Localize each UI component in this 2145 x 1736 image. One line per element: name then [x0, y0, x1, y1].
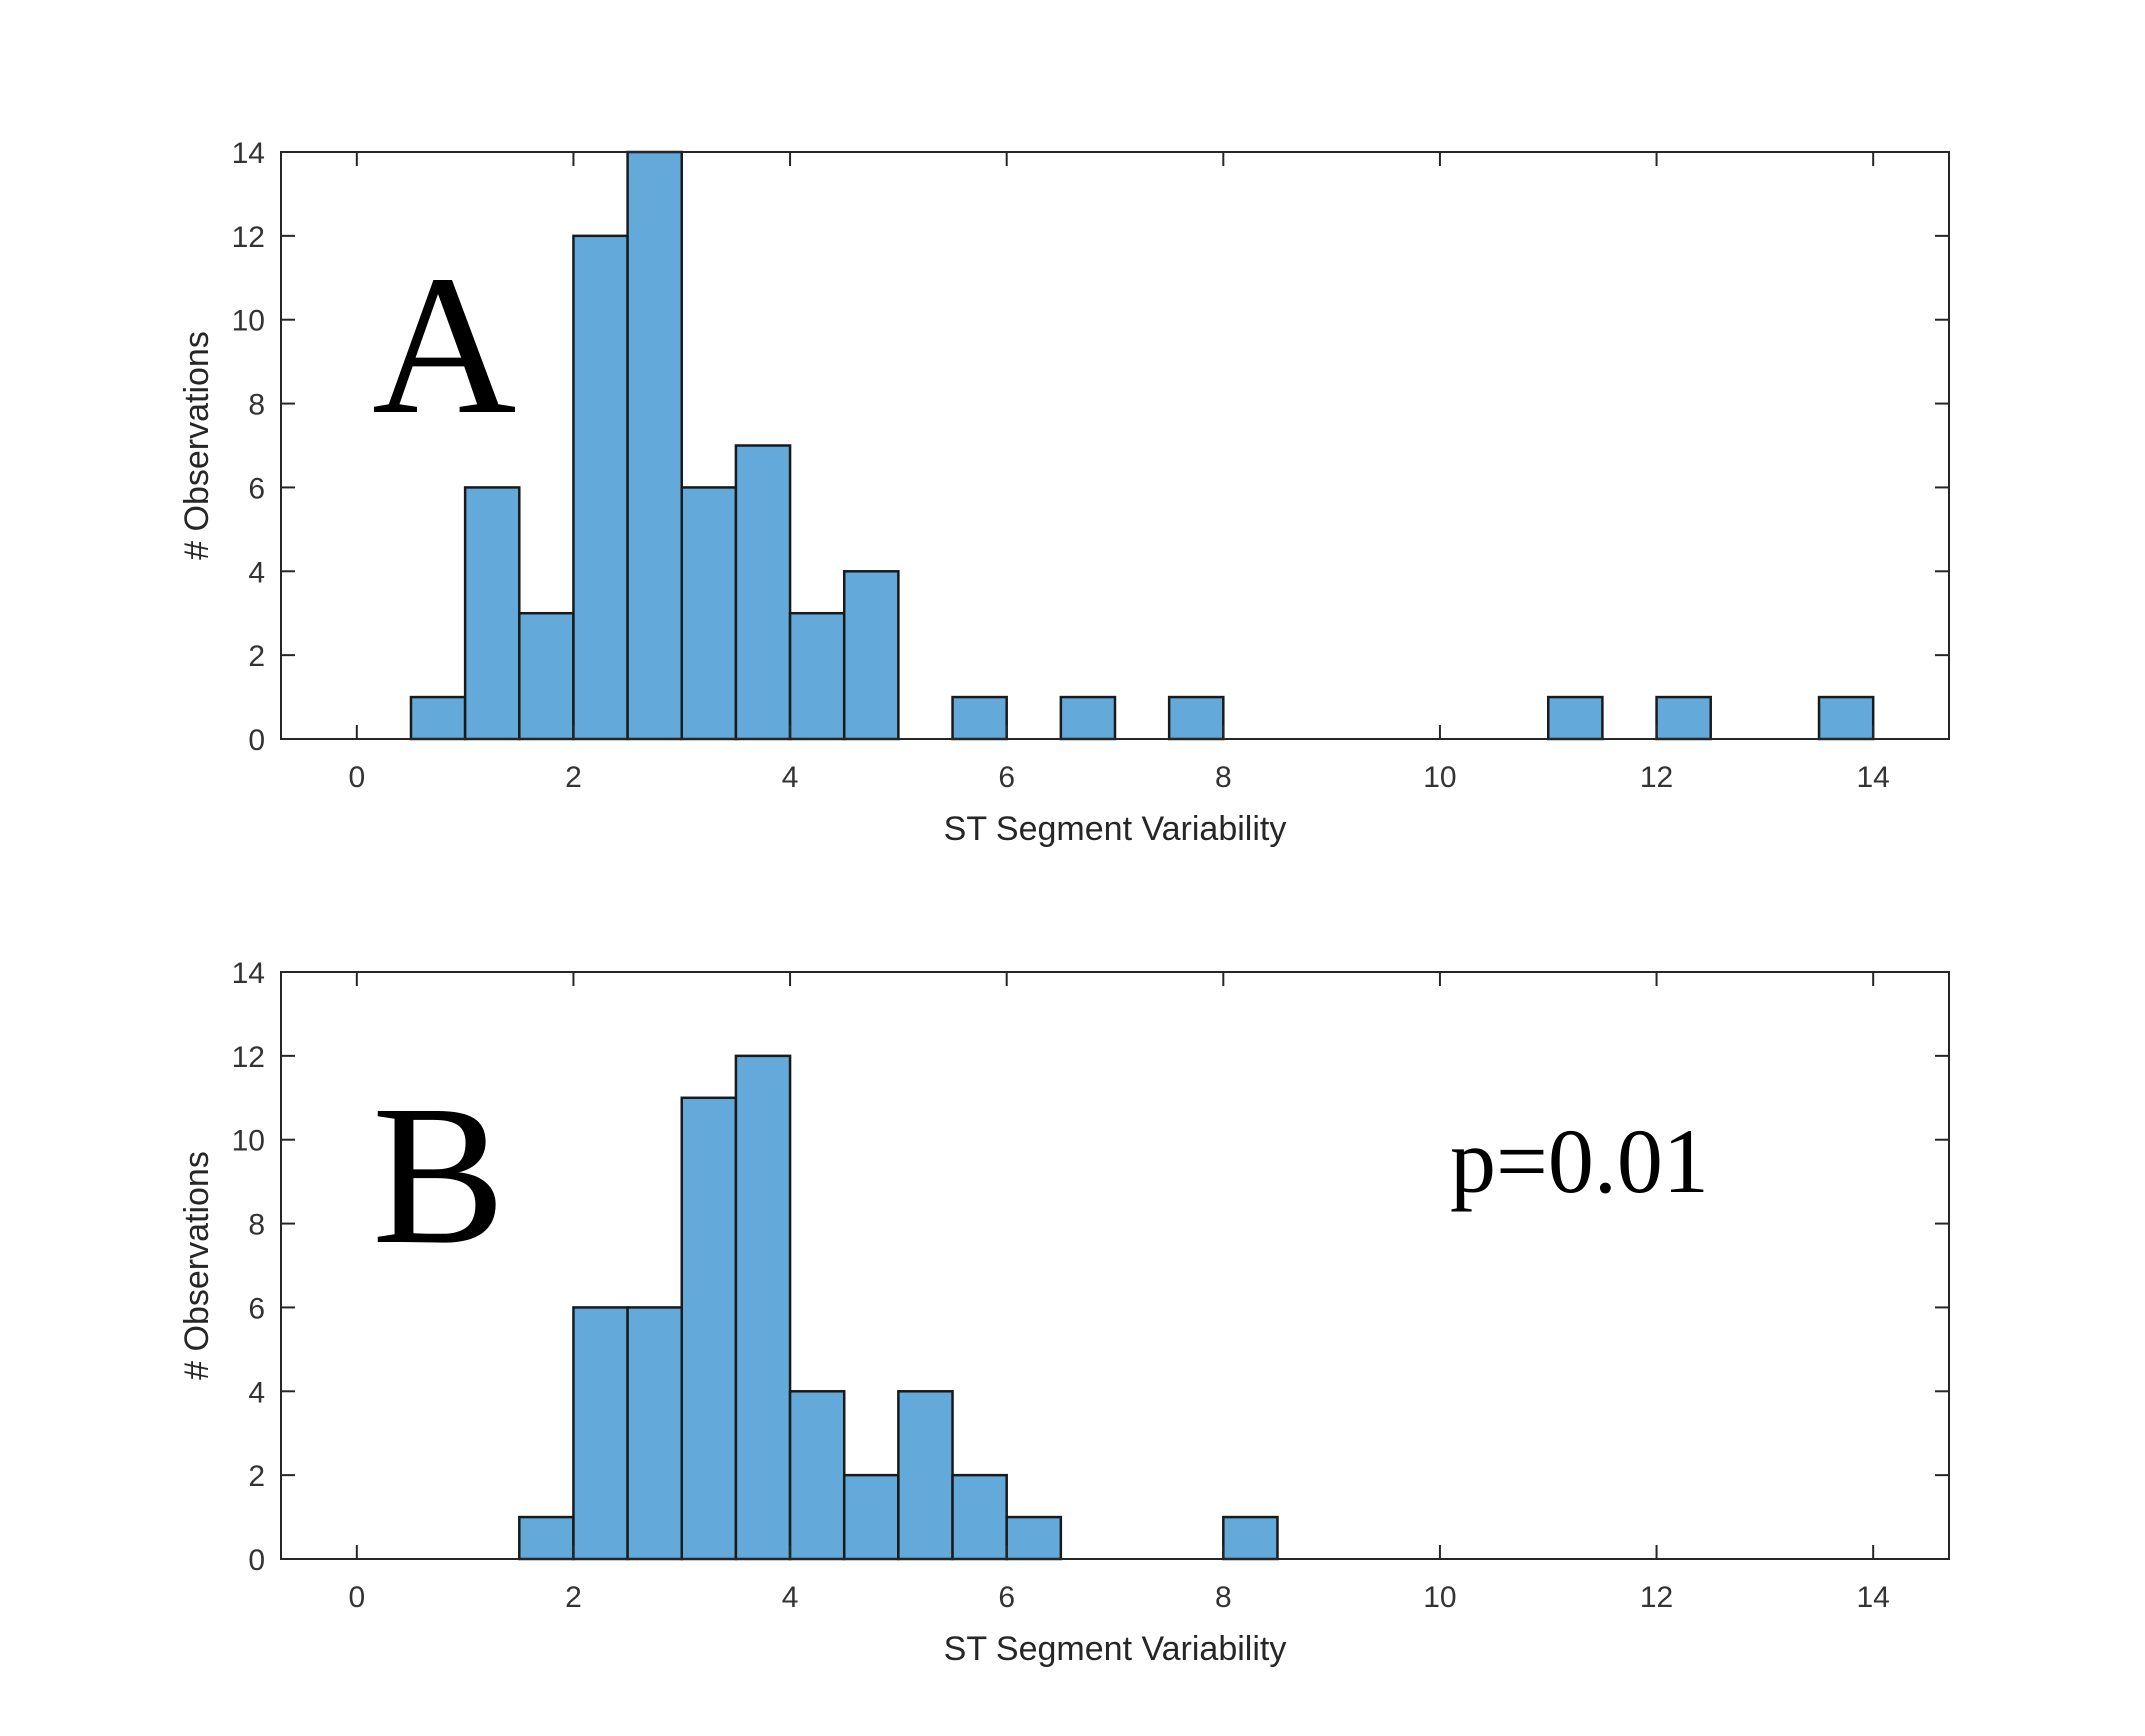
x-axis-label: ST Segment Variability	[944, 810, 1287, 848]
x-tick-label: 12	[1640, 1581, 1673, 1614]
y-tick-label: 8	[248, 1209, 265, 1242]
y-tick-label: 0	[248, 724, 265, 757]
y-tick-label: 10	[232, 305, 265, 338]
histogram-bar	[1222, 1515, 1279, 1561]
panel-label-b: B	[372, 1065, 505, 1286]
histogram-bar	[463, 486, 521, 741]
x-tick-label: 14	[1856, 761, 1889, 794]
y-tick-label: 2	[248, 1460, 265, 1493]
p-value-annotation: p=0.01	[1450, 1110, 1709, 1212]
y-tick-label: 12	[232, 1041, 265, 1074]
histogram-bar	[788, 1390, 846, 1561]
axes-box	[280, 151, 1950, 740]
axes-box	[280, 971, 1950, 1560]
histogram-bar	[842, 570, 900, 741]
histogram-bar	[626, 150, 684, 741]
x-tick-label: 0	[348, 761, 365, 794]
x-tick-label: 2	[565, 1581, 582, 1614]
x-tick-label: 0	[348, 1581, 365, 1614]
x-tick-label: 10	[1423, 761, 1456, 794]
histogram-bar	[1059, 695, 1117, 741]
x-tick-label: 4	[782, 761, 799, 794]
y-tick-label: 14	[232, 137, 265, 170]
y-tick-label: 2	[248, 640, 265, 673]
histogram-bar	[680, 1096, 738, 1561]
y-tick-label: 8	[248, 389, 265, 422]
x-tick-label: 10	[1423, 1581, 1456, 1614]
y-axis-label: # Observations	[178, 1151, 216, 1380]
histogram-bar	[1546, 695, 1604, 741]
histogram-bar	[626, 1306, 684, 1561]
y-tick-label: 12	[232, 221, 265, 254]
x-tick-label: 14	[1856, 1581, 1889, 1614]
histogram-bar	[572, 234, 629, 741]
histogram-bar	[1167, 695, 1225, 741]
histogram-bar	[518, 1515, 575, 1561]
histogram-panel-b: 0 2 4 6 8 10 12 14 0 2 4 6 8 10 12 14 ST Segment Variabi…	[178, 957, 1950, 1668]
histogram-bar	[572, 1306, 629, 1561]
y-tick-label: 10	[232, 1125, 265, 1158]
y-tick-label: 4	[248, 1376, 265, 1409]
histogram-bar	[518, 611, 575, 741]
x-tick-label: 12	[1640, 761, 1673, 794]
histogram-bar	[734, 1054, 792, 1561]
x-tick-label: 6	[998, 761, 1015, 794]
x-tick-label: 2	[565, 761, 582, 794]
histogram-bar	[680, 486, 738, 741]
histogram-bar	[842, 1473, 900, 1561]
histogram-bar	[409, 695, 467, 741]
x-axis-label: ST Segment Variability	[944, 1630, 1287, 1668]
x-tick-label: 8	[1215, 761, 1232, 794]
histogram-bar	[1005, 1515, 1063, 1561]
histogram-bar	[788, 611, 846, 741]
y-tick-label: 14	[232, 957, 265, 990]
histogram-bar	[1655, 695, 1712, 741]
histogram-panel-a: 0 2 4 6 8 10 12 14 0 2 4 6 8 10 12 14 ST Segment Variabi…	[178, 137, 1950, 848]
x-tick-label: 4	[782, 1581, 799, 1614]
histogram-bar	[734, 444, 792, 741]
y-tick-label: 6	[248, 472, 265, 505]
y-axis-label: # Observations	[178, 331, 216, 560]
y-tick-label: 6	[248, 1292, 265, 1325]
x-tick-label: 6	[998, 1581, 1015, 1614]
panel-label-a: A	[372, 235, 516, 456]
x-tick-label: 8	[1215, 1581, 1232, 1614]
histogram-bar	[1817, 695, 1875, 741]
y-tick-label: 4	[248, 556, 265, 589]
histogram-bar	[897, 1390, 954, 1561]
y-tick-label: 0	[248, 1544, 265, 1577]
plot-area-a: 0 2 4 6 8 10 12 14 0 2 4 6 8 10 12 14 ST Segment Variabi…	[178, 137, 1950, 848]
histogram-bar	[951, 1473, 1008, 1561]
histogram-bar	[951, 695, 1008, 741]
plot-area-b: 0 2 4 6 8 10 12 14 0 2 4 6 8 10 12 14 ST Segment Variabi…	[178, 957, 1950, 1668]
